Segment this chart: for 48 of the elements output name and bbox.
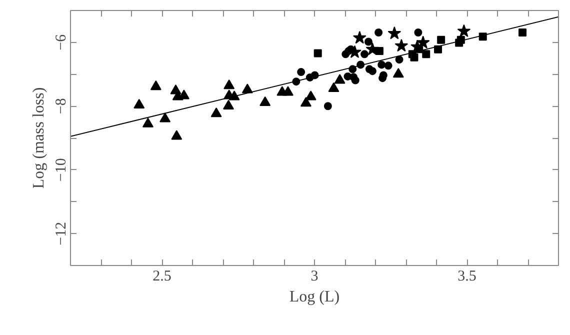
point [364,38,372,46]
x-tick-label: 3 [310,268,318,284]
point [222,100,234,110]
x-tick-label: 3.5 [458,268,476,284]
point [224,79,235,90]
point [351,76,360,84]
point [518,28,527,36]
point [242,84,253,94]
point [300,96,312,107]
point [384,62,392,70]
y-tick-label: −10 [54,158,70,182]
y-tick-label: −8 [54,98,70,114]
point [352,30,366,44]
y-axis-title: Log (mass loss) [30,87,48,189]
point [416,36,430,48]
y-tick-label: −12 [54,222,70,246]
point [422,50,430,58]
point [378,60,386,69]
point [314,49,322,58]
point [228,90,240,100]
point [334,74,346,84]
point [395,56,404,64]
y-tick-label: −6 [54,34,70,50]
point [414,28,422,36]
point [305,90,316,100]
point [210,108,222,118]
point [150,80,162,90]
point [374,28,383,36]
point [392,68,404,78]
point [457,24,471,37]
point [134,98,145,109]
x-tick-label: 2.5 [152,268,172,284]
point [260,96,271,106]
point [171,130,182,140]
point [375,46,384,55]
point [160,112,171,122]
point [297,68,306,76]
point [328,82,340,92]
point [324,102,332,110]
point [437,36,446,44]
point [410,53,418,62]
point [388,26,402,40]
point [282,86,294,96]
x-axis-title: Log (L) [289,288,340,306]
point [142,118,154,128]
point [394,38,408,52]
point [368,67,376,76]
point [360,50,369,58]
